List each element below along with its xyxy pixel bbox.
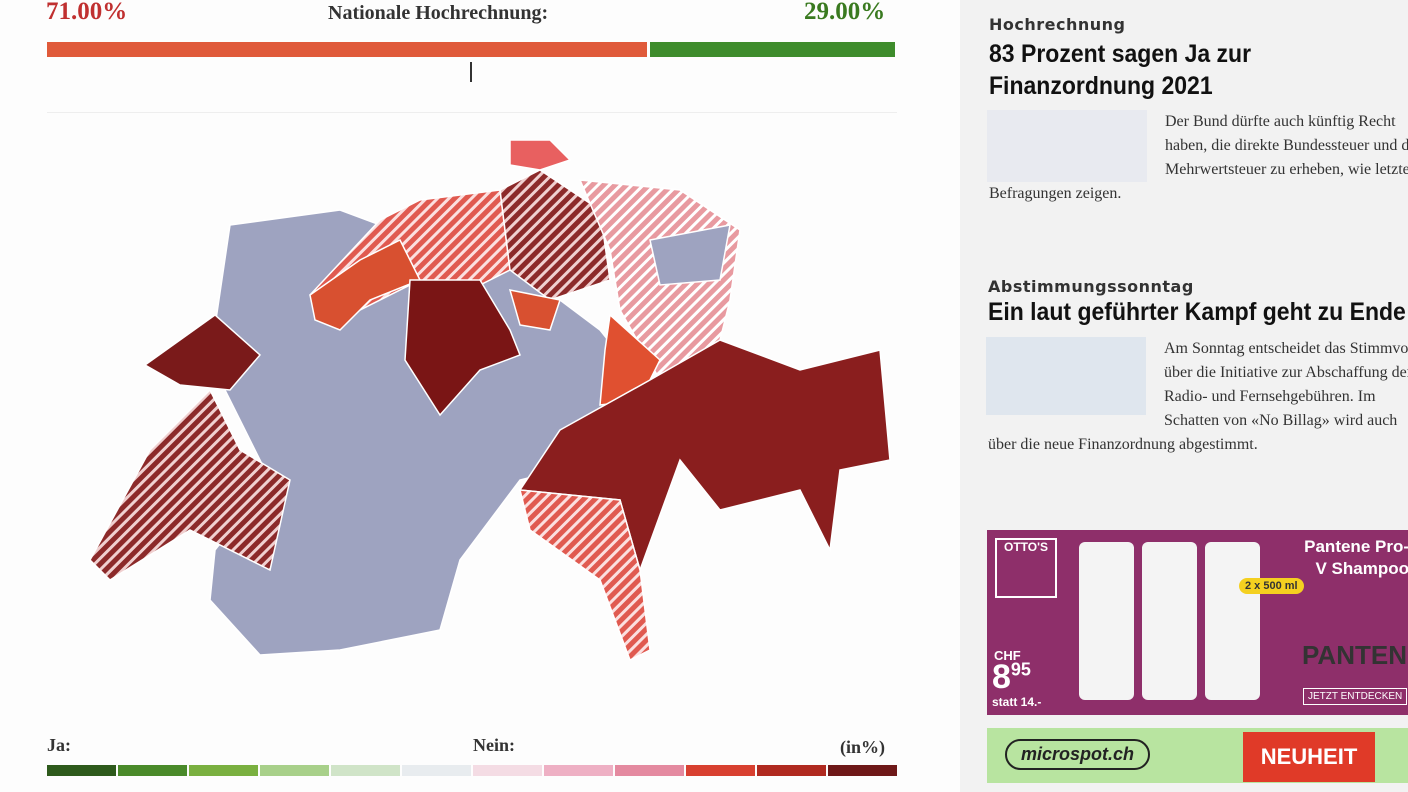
ad-currency: CHF bbox=[994, 648, 1021, 663]
legend-scale bbox=[47, 765, 897, 776]
divider bbox=[47, 112, 897, 113]
ad-price: 895 bbox=[992, 658, 1031, 697]
ad-pack: 2 x 500 ml bbox=[1239, 578, 1304, 594]
ad-brand: PANTENE bbox=[1302, 640, 1408, 670]
panel-title: Nationale Hochrechnung: bbox=[328, 2, 549, 24]
cantons bbox=[89, 139, 891, 662]
article-title: 83 Prozent sagen Ja zur Finanzordnung 20… bbox=[989, 40, 1252, 100]
legend-no: Nein: bbox=[473, 735, 515, 755]
ad-banner[interactable]: OTTO'S Pantene Pro-V Shampoo 2 x 500 ml … bbox=[987, 530, 1408, 715]
ad-price-cents: 95 bbox=[1010, 659, 1031, 680]
article-text: Der Bund dürfte auch künftig Recht haben… bbox=[987, 110, 1408, 206]
ad-cta[interactable]: JETZT ENTDECKEN bbox=[1303, 688, 1408, 705]
ad-logo: OTTO'S bbox=[995, 538, 1057, 598]
article: Hochrechnung 83 Prozent sagen Ja zur Fin… bbox=[987, 15, 1408, 206]
article: Abstimmungssonntag Ein laut geführter Ka… bbox=[986, 277, 1408, 457]
no-bar bbox=[649, 42, 895, 57]
vote-panel: 71.00% Nationale Hochrechnung: 29.00% bbox=[46, 0, 897, 776]
yes-bar bbox=[47, 42, 647, 57]
article-kicker: Abstimmungssonntag bbox=[988, 277, 1194, 296]
map bbox=[89, 139, 891, 662]
legend-yes: Ja: bbox=[47, 735, 71, 755]
ad-banner[interactable]: microspot.ch NEUHEIT bbox=[987, 728, 1408, 783]
sidebar: Hochrechnung 83 Prozent sagen Ja zur Fin… bbox=[960, 0, 1408, 792]
ad-badge: NEUHEIT bbox=[1243, 732, 1375, 782]
article-body: Der Bund dürfte auch künftig Recht haben… bbox=[989, 113, 1408, 202]
thumbnail bbox=[986, 337, 1146, 415]
ad-product: Pantene Pro-V Shampoo bbox=[1304, 537, 1408, 578]
article-text: Am Sonntag entscheidet das Stimmvolk übe… bbox=[986, 337, 1408, 457]
thumbnail bbox=[987, 110, 1147, 182]
majority-marker bbox=[470, 62, 472, 82]
legend-unit: (in%) bbox=[840, 737, 885, 757]
article-kicker: Hochrechnung bbox=[989, 15, 1126, 34]
ad-was: statt 14.- bbox=[992, 695, 1042, 709]
ad-price-main: 8 bbox=[992, 658, 1011, 696]
article-body: Am Sonntag entscheidet das Stimmvolk übe… bbox=[988, 340, 1408, 453]
no-percent: 29.00% bbox=[804, 0, 886, 25]
ad-image bbox=[1079, 542, 1260, 702]
ad-shop: microspot.ch bbox=[1005, 739, 1151, 770]
yes-percent: 71.00% bbox=[46, 0, 128, 25]
article-title: Ein laut geführter Kampf geht zu Ende bbox=[988, 298, 1406, 326]
